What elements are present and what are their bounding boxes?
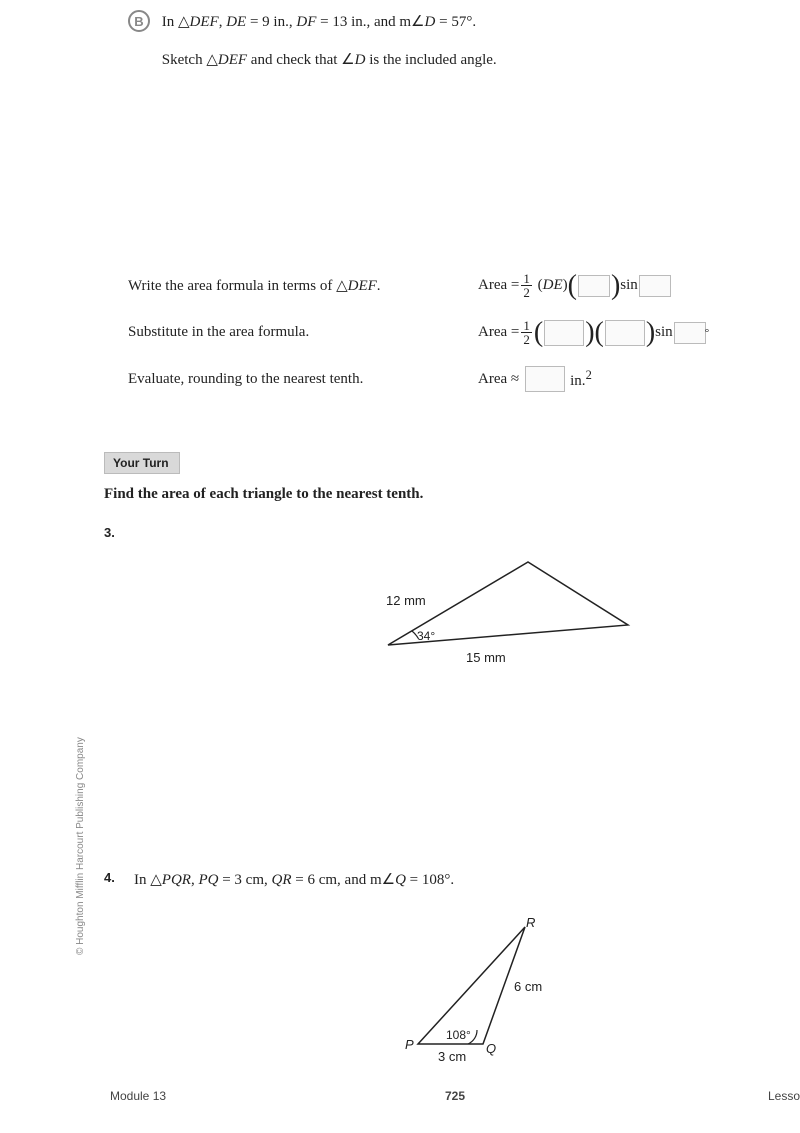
- triangle-4-svg: R 6 cm 108° P Q 3 cm: [398, 909, 598, 1069]
- formula-expr-1: Area = 1 2 (DE) ( ) sin: [478, 272, 672, 299]
- formula-expr-2: Area = 1 2 ( ) ( ) sin °: [478, 319, 709, 346]
- rparen-icon: ): [611, 275, 620, 297]
- numerator: 1: [521, 319, 532, 333]
- triangle-3-svg: 12 mm 34° 15 mm: [358, 550, 658, 670]
- rparen-icon: ): [585, 322, 594, 344]
- section-b-line2: Sketch △DEF and check that ∠D is the inc…: [162, 48, 722, 72]
- section-b-line1: In △DEF, DE = 9 in., DF = 13 in., and m∠…: [162, 10, 722, 34]
- vertex-p: P: [405, 1037, 414, 1052]
- formula-label-1: Write the area formula in terms of △DEF.: [128, 276, 478, 295]
- formula-label-3: Evaluate, rounding to the nearest tenth.: [128, 371, 478, 388]
- formula-row-3: Evaluate, rounding to the nearest tenth.…: [128, 366, 748, 392]
- unit: in.2: [570, 368, 592, 390]
- lparen-icon: (: [595, 322, 604, 344]
- formula-row-1: Write the area formula in terms of △DEF.…: [128, 272, 748, 299]
- text: sin: [620, 277, 638, 294]
- instruction-text: Find the area of each triangle to the ne…: [104, 486, 800, 503]
- footer-module: Module 13: [110, 1089, 166, 1103]
- text: DEF: [218, 52, 247, 68]
- footer-page-number: 725: [445, 1089, 465, 1103]
- section-b-body: In △DEF, DE = 9 in., DF = 13 in., and m∠…: [162, 10, 722, 72]
- text: D: [425, 14, 436, 30]
- your-turn-label: Your Turn: [104, 452, 180, 474]
- lparen-icon: (: [534, 322, 543, 344]
- text: sin: [655, 324, 673, 341]
- text: In: [162, 14, 178, 30]
- footer-lesson: Lesso: [768, 1089, 800, 1103]
- section-b: B In △DEF, DE = 9 in., DF = 13 in., and …: [128, 10, 800, 72]
- text: = 57°.: [435, 14, 476, 30]
- formula-label-2: Substitute in the area formula.: [128, 324, 478, 341]
- text: DE: [226, 14, 246, 30]
- blank-box[interactable]: [639, 275, 671, 297]
- formula-expr-3: Area ≈ in.2: [478, 366, 592, 392]
- fraction-half: 1 2: [521, 319, 532, 346]
- text: = 9 in.,: [246, 14, 296, 30]
- text: D: [355, 52, 366, 68]
- text: Area =: [478, 324, 519, 341]
- problem-4-number: 4.: [104, 870, 134, 889]
- angle-label: 34°: [417, 629, 435, 643]
- lparen-icon: (: [568, 275, 577, 297]
- triangle-shape: [418, 927, 525, 1044]
- text: Sketch: [162, 52, 207, 68]
- blank-box[interactable]: [525, 366, 565, 392]
- degree-symbol: °: [705, 327, 709, 339]
- text: = 13 in., and m∠: [316, 14, 424, 30]
- text: DF: [296, 14, 316, 30]
- problem-4-text: In △PQR, PQ = 3 cm, QR = 6 cm, and m∠Q =…: [134, 870, 454, 889]
- side-label: 3 cm: [438, 1049, 466, 1064]
- denominator: 2: [521, 333, 532, 346]
- side-label: 6 cm: [514, 979, 542, 994]
- text: (DE): [534, 277, 568, 294]
- text: is the included angle.: [365, 52, 496, 68]
- numerator: 1: [521, 272, 532, 286]
- text: Area ≈: [478, 371, 519, 388]
- text: Area =: [478, 277, 519, 294]
- blank-box[interactable]: [544, 320, 584, 346]
- copyright-text: © Houghton Mifflin Harcourt Publishing C…: [75, 737, 86, 955]
- side-label: 12 mm: [386, 593, 426, 608]
- blank-box[interactable]: [578, 275, 610, 297]
- formula-block: Write the area formula in terms of △DEF.…: [128, 272, 748, 392]
- denominator: 2: [521, 286, 532, 299]
- rparen-icon: ): [646, 322, 655, 344]
- blank-box[interactable]: [605, 320, 645, 346]
- side-label: 15 mm: [466, 650, 506, 665]
- formula-row-2: Substitute in the area formula. Area = 1…: [128, 319, 748, 346]
- blank-box[interactable]: [674, 322, 706, 344]
- vertex-r: R: [526, 915, 535, 930]
- page-footer: Module 13 725 Lesso: [110, 1089, 800, 1103]
- text: DEF: [190, 14, 219, 30]
- triangle-symbol: △: [178, 13, 190, 30]
- badge-b: B: [128, 10, 150, 32]
- triangle-symbol: △: [206, 51, 218, 68]
- problem-4-figure: R 6 cm 108° P Q 3 cm: [398, 909, 800, 1069]
- text: and check that ∠: [247, 52, 355, 68]
- problem-3-figure: 12 mm 34° 15 mm: [358, 550, 800, 670]
- fraction-half: 1 2: [521, 272, 532, 299]
- vertex-q: Q: [486, 1041, 496, 1056]
- problem-3-number: 3.: [104, 525, 800, 540]
- problem-4: 4. In △PQR, PQ = 3 cm, QR = 6 cm, and m∠…: [104, 870, 800, 889]
- angle-label: 108°: [446, 1028, 471, 1042]
